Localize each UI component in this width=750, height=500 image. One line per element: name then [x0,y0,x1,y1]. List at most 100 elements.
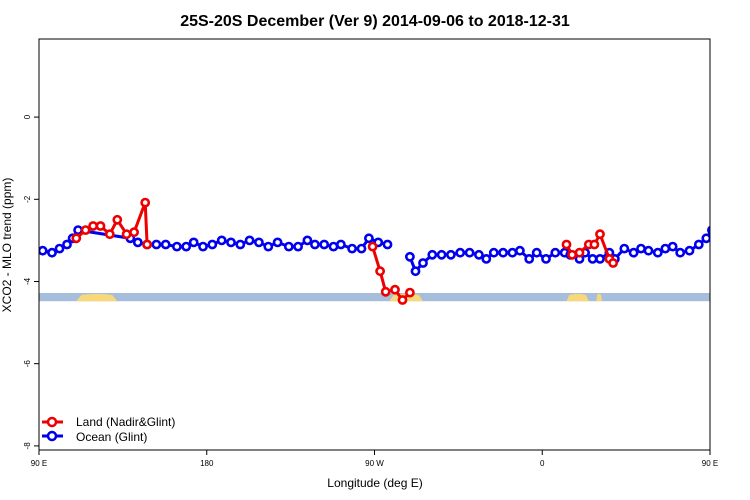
series-land [71,197,618,305]
data-point [253,237,264,248]
data-point [226,237,236,248]
data-point [244,235,255,246]
data-point [418,258,428,268]
data-point [95,221,106,231]
data-point [272,237,283,248]
data-point [112,214,123,225]
data-point [132,237,143,248]
data-point [207,239,218,250]
data-point [701,233,710,244]
data-point [216,235,227,246]
data-point [550,247,561,258]
data-point [531,247,542,258]
data-point [363,233,374,244]
data-point [335,239,346,250]
data-point [524,253,535,264]
data-point [628,247,639,258]
ocean-band [39,292,710,302]
data-point [104,229,115,240]
axes: 90 E 180 90 W 0 90 E 0 -2 -4 -6 -8 [23,114,718,468]
data-point [302,235,313,246]
data-point [121,229,132,240]
data-point [619,243,630,254]
data-point [464,247,475,258]
data-point [636,243,646,254]
data-point [693,239,704,250]
data-point [707,225,710,235]
data-point [488,247,499,258]
x-tick-label: 0 [540,459,545,468]
y-tick-label: -8 [23,442,32,450]
data-point [71,233,82,244]
data-point [660,243,671,254]
data-point [410,266,421,277]
data-point [309,239,320,250]
data-point [404,251,415,262]
data-point [54,243,65,254]
data-point [404,287,415,298]
data-point [283,241,294,252]
legend: Land (Nadir&Glint) Ocean (Glint) [42,415,175,444]
data-point [188,237,199,248]
data-point [263,241,274,252]
data-point [507,247,518,258]
x-tick-label: 90 W [365,459,384,468]
y-tick-label: 0 [23,114,32,119]
data-point [390,284,400,295]
data-point [455,247,466,258]
data-point [541,253,551,264]
x-tick-label: 90 E [702,459,718,468]
x-axis-label: Longitude (deg E) [327,476,422,490]
data-point [375,266,385,277]
data-point [643,245,654,256]
data-point [667,241,678,252]
data-point [160,239,171,250]
data-point [129,227,139,238]
data-point [436,249,447,260]
data-point [80,225,91,235]
chart-title: 25S-20S December (Ver 9) 2014-09-06 to 2… [180,13,570,30]
data-point [445,249,456,260]
data-point [347,243,357,254]
data-point [198,241,208,252]
data-point [473,249,484,260]
data-point [652,247,663,258]
data-point [382,239,393,250]
data-point [675,247,686,258]
data-point [380,286,391,297]
data-point [142,239,152,250]
data-point [481,253,492,264]
legend-land-label: Land (Nadir&Glint) [76,415,175,429]
data-point [319,239,330,250]
data-point [561,239,572,250]
data-point [427,249,438,260]
data-point [397,295,408,305]
data-point [595,253,605,264]
data-point [515,245,525,256]
data-point [684,245,695,256]
data-point [367,241,378,252]
y-axis-label: XCO2 - MLO trend (ppm) [0,178,14,313]
series-layer [39,197,710,305]
data-point [574,247,585,258]
legend-ocean-label: Ocean (Glint) [76,430,147,444]
data-point [498,247,508,258]
data-point [181,241,192,252]
data-point [140,197,151,208]
data-point [608,258,618,268]
data-point [356,243,367,254]
land-patch [596,293,602,302]
data-point [39,245,48,256]
land-patch [566,293,589,302]
data-point [62,239,72,250]
land-patch [76,293,118,302]
y-tick-label: -4 [23,277,32,285]
data-point [595,229,605,240]
legend-land-marker [46,416,58,428]
data-point [589,239,600,250]
x-tick-label: 90 E [31,459,47,468]
y-tick-label: -2 [23,195,32,203]
legend-ocean-marker [46,430,58,442]
data-point [47,247,57,258]
